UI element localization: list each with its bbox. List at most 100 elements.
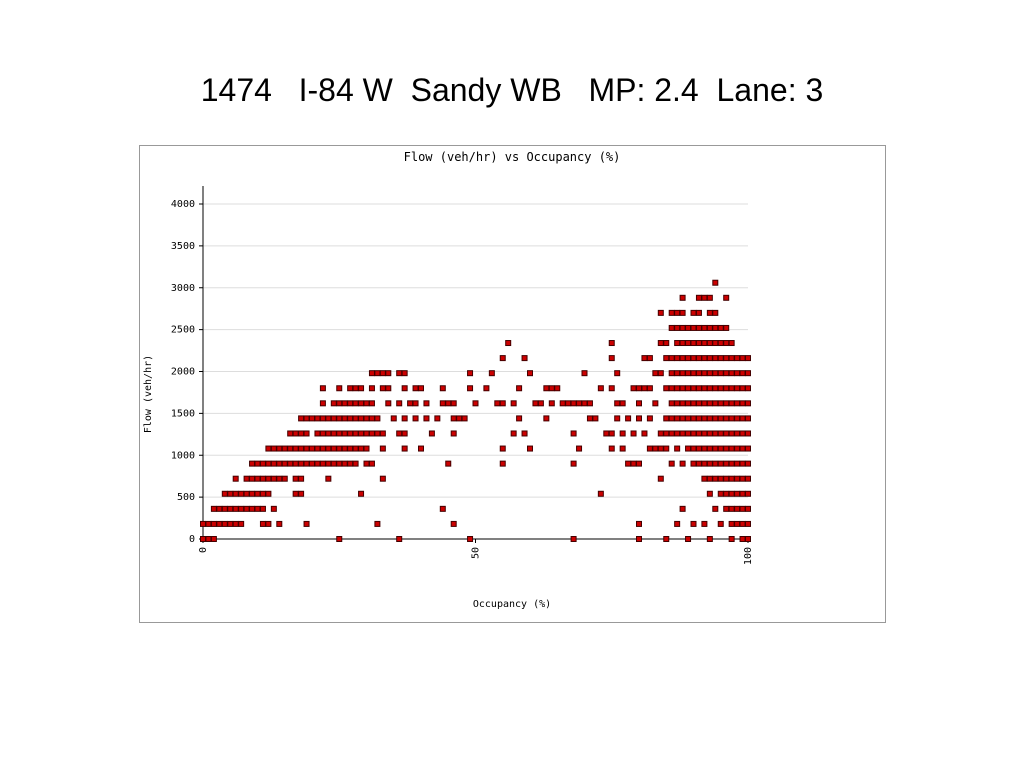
- point: [281, 460, 288, 467]
- point: [701, 400, 708, 407]
- point: [657, 475, 664, 482]
- point: [739, 370, 746, 377]
- point: [232, 520, 239, 527]
- point: [347, 430, 354, 437]
- x-tick-label: 0: [198, 547, 209, 553]
- point: [412, 415, 419, 422]
- point: [690, 385, 697, 392]
- point: [374, 370, 381, 377]
- point: [663, 415, 670, 422]
- point: [701, 520, 708, 527]
- point: [614, 370, 621, 377]
- point: [745, 430, 751, 437]
- point: [668, 460, 675, 467]
- point: [695, 309, 702, 316]
- point: [679, 294, 686, 301]
- point: [636, 415, 642, 422]
- point: [210, 520, 217, 527]
- point: [695, 385, 702, 392]
- point: [205, 536, 212, 542]
- point: [674, 520, 681, 527]
- point: [739, 415, 746, 422]
- point: [259, 490, 266, 497]
- point: [412, 385, 419, 392]
- y-tick-label: 1000: [171, 450, 195, 461]
- point: [494, 400, 501, 407]
- point: [728, 400, 735, 407]
- point: [745, 505, 751, 512]
- point: [325, 475, 332, 482]
- point: [341, 430, 348, 437]
- point: [281, 475, 288, 482]
- point: [674, 370, 681, 377]
- point: [723, 294, 730, 301]
- point: [668, 415, 675, 422]
- point: [445, 400, 452, 407]
- point: [450, 430, 457, 437]
- point: [701, 460, 708, 467]
- point: [630, 385, 637, 392]
- point: [314, 445, 321, 452]
- point: [717, 355, 724, 362]
- point: [467, 536, 474, 542]
- point: [254, 460, 261, 467]
- point: [668, 430, 675, 437]
- point: [499, 355, 506, 362]
- point: [232, 505, 239, 512]
- point: [276, 445, 283, 452]
- point: [685, 415, 692, 422]
- point: [734, 505, 741, 512]
- point: [739, 430, 746, 437]
- point: [510, 430, 517, 437]
- point: [690, 400, 697, 407]
- point: [636, 385, 642, 392]
- point: [265, 475, 272, 482]
- x-axis-label: Occupancy (%): [473, 599, 551, 610]
- point: [570, 430, 577, 437]
- point: [717, 324, 724, 331]
- point: [423, 415, 430, 422]
- point: [249, 490, 256, 497]
- point: [521, 430, 528, 437]
- point: [728, 445, 735, 452]
- point: [712, 475, 719, 482]
- point: [276, 475, 283, 482]
- point: [510, 400, 517, 407]
- point: [467, 370, 474, 377]
- point: [712, 279, 719, 286]
- point: [543, 415, 550, 422]
- point: [652, 370, 659, 377]
- y-tick-label: 3000: [171, 283, 195, 294]
- point: [608, 445, 615, 452]
- point: [728, 430, 735, 437]
- point: [695, 415, 702, 422]
- point: [668, 324, 675, 331]
- point: [319, 385, 326, 392]
- point: [701, 355, 708, 362]
- point: [379, 370, 386, 377]
- point: [259, 460, 266, 467]
- point: [565, 400, 572, 407]
- point: [298, 430, 305, 437]
- point: [363, 445, 370, 452]
- point: [336, 460, 343, 467]
- point: [619, 445, 626, 452]
- point: [254, 475, 261, 482]
- point: [679, 355, 686, 362]
- point: [298, 475, 305, 482]
- point: [221, 505, 228, 512]
- point: [336, 400, 343, 407]
- point: [679, 400, 686, 407]
- point: [723, 490, 730, 497]
- point: [734, 520, 741, 527]
- point: [663, 355, 670, 362]
- point: [238, 505, 245, 512]
- point: [630, 460, 637, 467]
- point: [298, 445, 305, 452]
- point: [728, 490, 735, 497]
- point: [679, 370, 686, 377]
- point: [728, 536, 735, 542]
- point: [723, 430, 730, 437]
- point: [646, 385, 653, 392]
- point: [701, 445, 708, 452]
